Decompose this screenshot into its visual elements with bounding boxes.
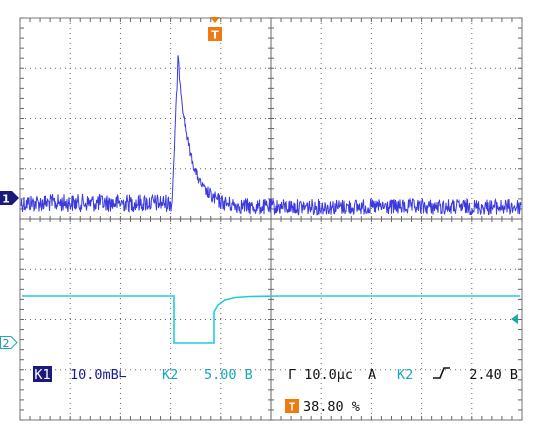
- trigger-arrow-icon: [210, 17, 220, 23]
- trigger-source[interactable]: K2: [397, 367, 413, 383]
- trigger-badge-top: [208, 27, 222, 41]
- ch2-waveform: [22, 295, 520, 344]
- ch1-marker-label: 1: [2, 193, 10, 206]
- timebase-readout[interactable]: Г 10.0μc: [288, 367, 353, 383]
- trigger-badge: T: [289, 401, 296, 414]
- ch1-ground-marker[interactable]: 1: [0, 191, 19, 206]
- ch1-scale[interactable]: 10.0mB∟: [70, 367, 127, 383]
- trigger-badge-bg: [285, 399, 299, 413]
- ch2-marker-shape: [0, 336, 18, 349]
- trigger-marker-label: T: [211, 29, 219, 42]
- ch1-marker-shape: [0, 191, 19, 205]
- trigger-mode[interactable]: A: [368, 367, 376, 383]
- trigger-level[interactable]: 2.40 B: [469, 367, 518, 383]
- ch2-ground-marker[interactable]: 2: [0, 336, 18, 351]
- status-bar: K1 10.0mB∟ K2 5.00 B Г 10.0μc A K2 2.40 …: [33, 366, 518, 415]
- ch1-waveform: [20, 55, 522, 216]
- ch2-label[interactable]: K2: [162, 367, 178, 383]
- rising-edge-icon: [433, 367, 450, 379]
- trigger-position[interactable]: 38.80 %: [303, 399, 360, 415]
- graticule-grid: [19, 17, 523, 421]
- ch1-badge-bg: [33, 366, 52, 382]
- ch2-scale[interactable]: 5.00 B: [204, 367, 253, 383]
- ch1-badge: K1: [34, 367, 50, 383]
- trigger-position-marker[interactable]: T: [208, 17, 222, 42]
- ch2-marker-label: 2: [3, 337, 10, 350]
- trigger-level-marker[interactable]: [511, 314, 518, 324]
